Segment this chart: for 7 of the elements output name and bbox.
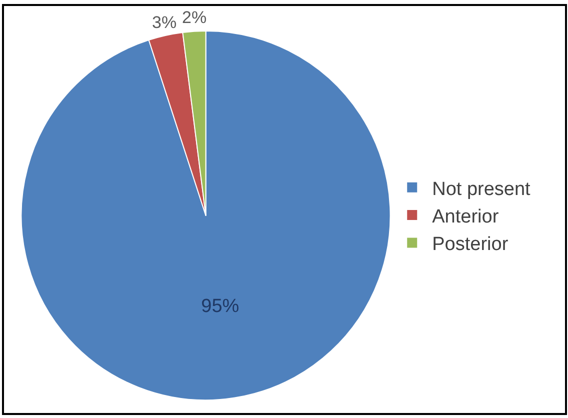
pie-slice [20, 30, 391, 400]
legend-label: Anterior [432, 206, 500, 228]
data-label: 3% [152, 13, 177, 32]
data-label: 95% [201, 296, 240, 318]
data-label: 2% [182, 8, 207, 27]
legend-label: Not present [432, 178, 532, 200]
legend-label: Posterior [432, 234, 509, 256]
